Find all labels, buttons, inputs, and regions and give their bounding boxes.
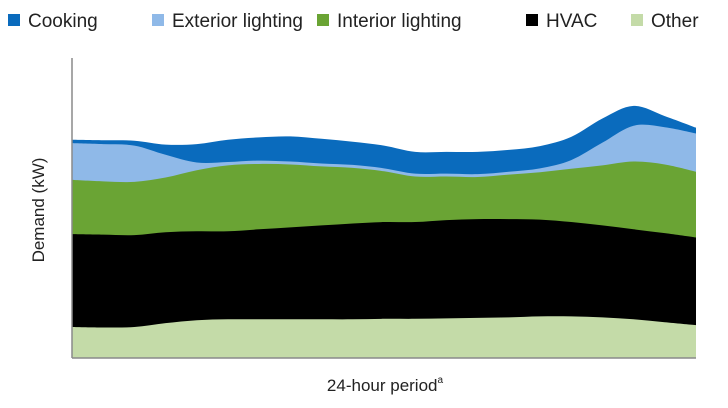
y-axis-label: Demand (kW): [29, 158, 48, 263]
legend-label-hvac: HVAC: [546, 11, 597, 32]
legend-swatch-interior-lighting: [317, 14, 329, 26]
legend-swatch-cooking: [8, 14, 20, 26]
x-axis-label-superscript: a: [438, 375, 444, 386]
plot-areas: [72, 105, 696, 358]
legend-item-other: Other: [631, 11, 699, 32]
legend-item-interior-lighting: Interior lighting: [317, 11, 462, 32]
legend-label-other: Other: [651, 11, 699, 32]
legend-swatch-exterior-lighting: [152, 14, 164, 26]
legend-item-exterior-lighting: Exterior lighting: [152, 11, 303, 32]
legend: Cooking Exterior lighting Interior lightin…: [8, 11, 699, 32]
area-other: [72, 316, 696, 358]
legend-swatch-other: [631, 14, 643, 26]
legend-swatch-hvac: [526, 14, 538, 26]
x-axis-label-text: 24-hour period: [327, 376, 438, 395]
legend-item-cooking: Cooking: [8, 11, 98, 32]
legend-label-exterior-lighting: Exterior lighting: [172, 11, 303, 32]
legend-label-cooking: Cooking: [28, 11, 98, 32]
legend-item-hvac: HVAC: [526, 11, 597, 32]
legend-label-interior-lighting: Interior lighting: [337, 11, 462, 32]
x-axis-label: 24-hour perioda: [327, 375, 444, 395]
